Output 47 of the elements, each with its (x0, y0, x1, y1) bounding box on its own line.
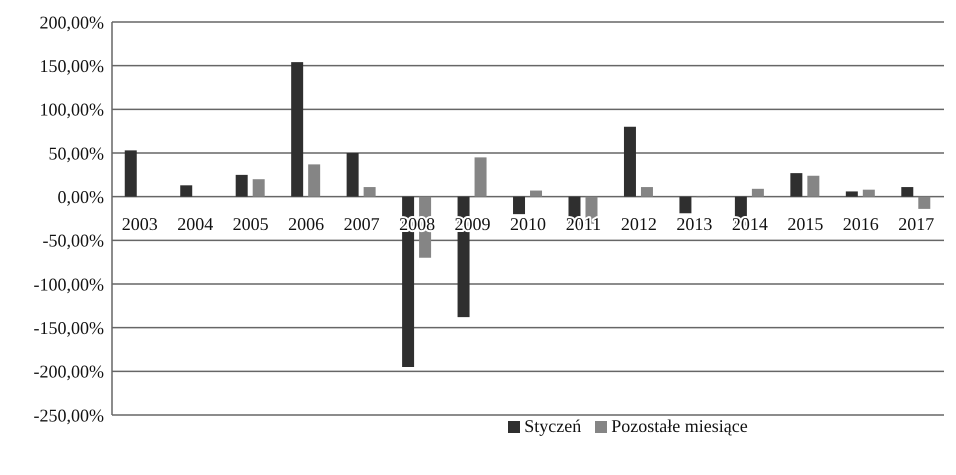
legend-label: Pozostałe miesiące (610, 416, 748, 437)
x-tick-label: 2005 (232, 214, 269, 234)
bar (364, 187, 376, 197)
bar (862, 190, 875, 197)
x-tick-label: 2014 (732, 214, 768, 234)
bar (180, 185, 192, 197)
legend-label: Styczeń (523, 416, 582, 437)
bar (918, 196, 930, 209)
x-tick-label: 2016 (842, 214, 879, 234)
bar (679, 196, 692, 214)
bar (291, 62, 304, 197)
y-tick-label: -200,00% (34, 362, 104, 382)
x-tick-label: 2007 (344, 214, 380, 234)
x-tick-label: 2004 (177, 214, 214, 234)
bar (530, 190, 542, 197)
bar (124, 150, 137, 197)
x-tick-label: 2003 (122, 214, 158, 234)
x-tick-label: 2017 (898, 214, 934, 234)
y-tick-label: -100,00% (34, 274, 104, 294)
y-tick-label: 150,00% (40, 56, 104, 76)
bar (901, 187, 914, 197)
bar (308, 164, 320, 197)
y-tick-label: 100,00% (40, 100, 104, 120)
bar (752, 188, 764, 197)
bar (807, 176, 820, 197)
x-tick-label: 2006 (288, 214, 324, 234)
x-tick-label: 2011 (566, 214, 602, 234)
y-tick-label: -250,00% (34, 405, 104, 426)
bar (236, 174, 248, 197)
x-tick-label: 2010 (510, 214, 546, 234)
x-tick-label: 2012 (620, 214, 657, 234)
bar (846, 191, 858, 197)
bar (790, 173, 802, 197)
bar (624, 126, 636, 197)
y-tick-label: 50,00% (48, 143, 104, 164)
bar (513, 196, 526, 214)
bar (640, 187, 653, 197)
y-tick-label: -150,00% (34, 318, 104, 338)
x-tick-label: 2015 (787, 214, 824, 234)
bar (346, 153, 359, 197)
x-tick-label: 2013 (676, 214, 712, 234)
y-tick-label: 0,00% (58, 187, 104, 208)
y-tick-label: 200,00% (40, 12, 104, 32)
bar (474, 157, 487, 197)
x-tick-label: 2008 (399, 214, 436, 234)
bar (252, 179, 265, 197)
y-tick-label: -50,00% (42, 230, 104, 251)
